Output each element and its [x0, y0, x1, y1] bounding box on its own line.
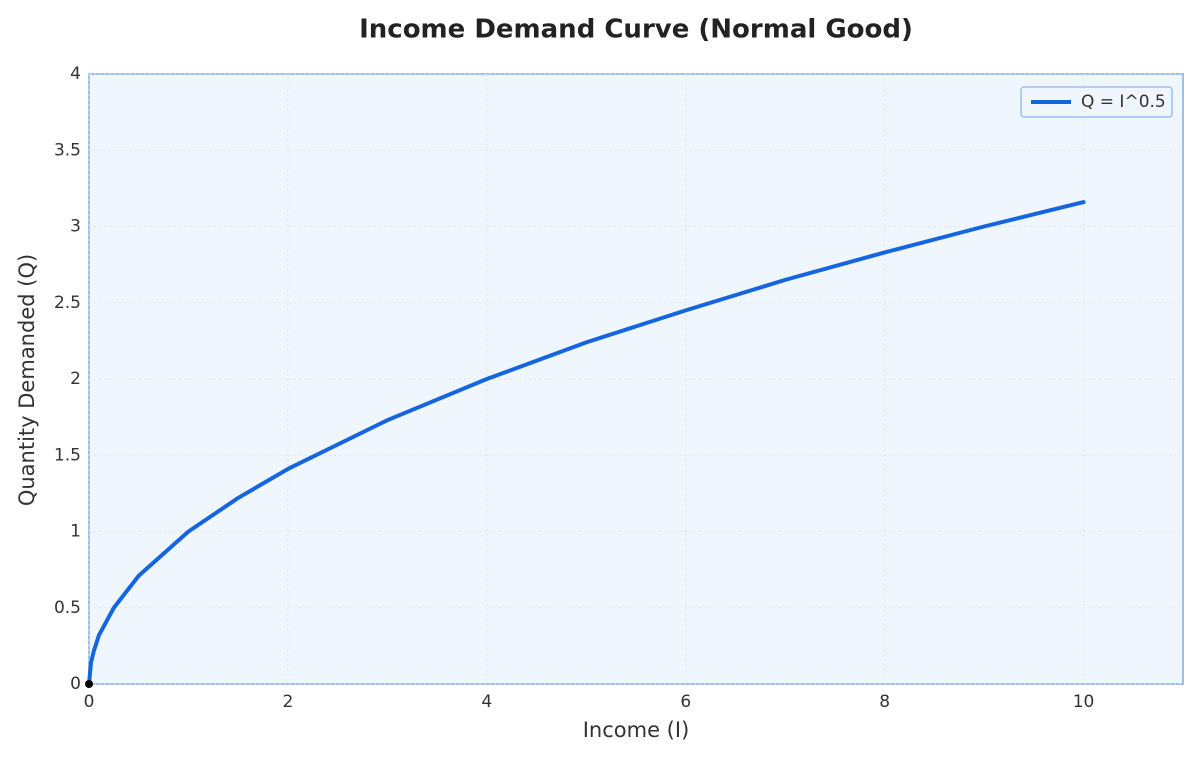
x-tick-label: 2 — [282, 692, 293, 712]
y-tick-label: 0 — [70, 674, 81, 694]
point — [85, 680, 93, 688]
y-tick-label: 1 — [70, 522, 81, 542]
y-axis-label: Quantity Demanded (Q) — [15, 254, 39, 506]
y-tick-label: 4 — [70, 64, 81, 84]
grid — [88, 73, 1183, 685]
y-tick-label: 1.5 — [54, 445, 81, 465]
chart-title: Income Demand Curve (Normal Good) — [359, 15, 913, 45]
y-tick-label: 2.5 — [54, 293, 81, 313]
y-tick-label: 0.5 — [54, 598, 81, 618]
line-series — [87, 200, 1086, 686]
y-tick-label: 2 — [70, 369, 81, 389]
y-tick-label: 3 — [70, 217, 81, 237]
legend-box — [1020, 86, 1173, 118]
legend-label: Q = I^0.5 — [1081, 92, 1166, 112]
legend: Q = I^0.5 — [1020, 86, 1173, 118]
x-tick-label: 10 — [1073, 692, 1095, 712]
y-tick-label: 3.5 — [54, 140, 81, 160]
x-tick-label: 6 — [680, 692, 691, 712]
x-tick-label: 8 — [879, 692, 890, 712]
x-axis-label: Income (I) — [583, 718, 690, 742]
marks — [85, 200, 1086, 688]
x-tick-label: 0 — [84, 692, 95, 712]
x-tick-label: 4 — [481, 692, 492, 712]
